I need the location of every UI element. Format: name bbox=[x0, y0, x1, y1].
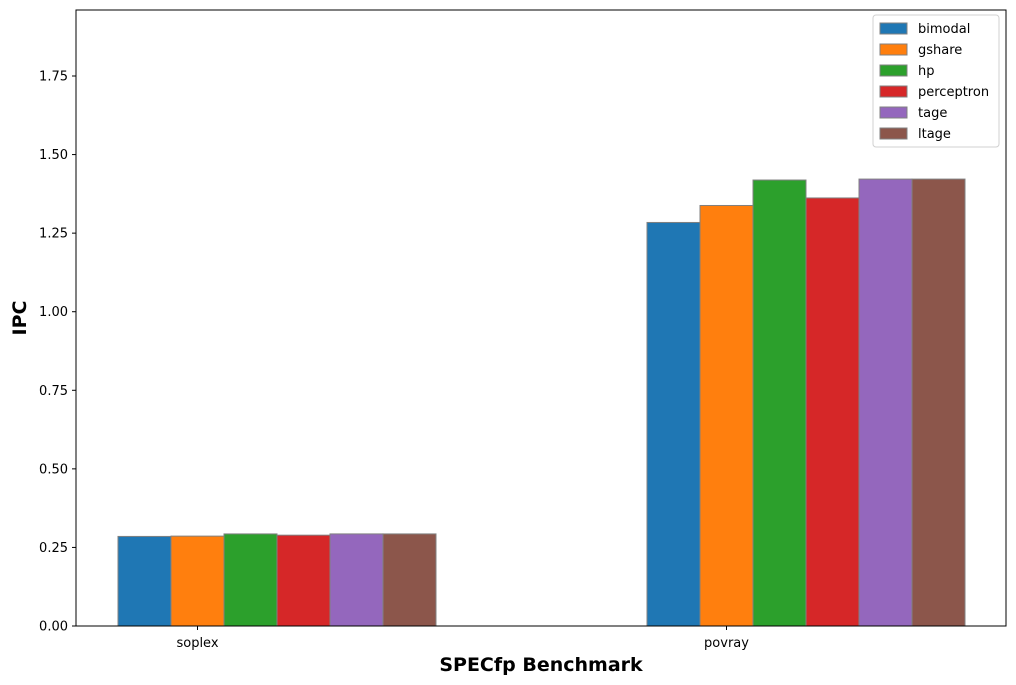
plot-frame bbox=[75, 9, 1007, 627]
y-tick-label: 1.25 bbox=[39, 227, 68, 242]
bar-povray-tage bbox=[858, 178, 913, 627]
y-axis-title: IPC bbox=[9, 301, 31, 336]
legend-swatch-perceptron bbox=[879, 85, 908, 98]
legend-swatch-hp bbox=[879, 64, 908, 77]
legend-label-bimodal: bimodal bbox=[918, 22, 970, 37]
legend-swatch-ltage bbox=[879, 127, 908, 140]
legend-label-gshare: gshare bbox=[918, 43, 962, 58]
bar-povray-bimodal bbox=[646, 221, 701, 627]
x-tick-label: soplex bbox=[176, 636, 218, 651]
bar-povray-gshare bbox=[699, 204, 754, 627]
y-tick-label: 1.00 bbox=[39, 305, 68, 320]
bar-soplex-perceptron bbox=[276, 534, 331, 627]
y-tick-label: 1.50 bbox=[39, 148, 68, 163]
bar-soplex-bimodal bbox=[117, 535, 172, 627]
bar-soplex-hp bbox=[223, 533, 278, 627]
bar-soplex-gshare bbox=[170, 535, 225, 627]
x-axis-title: SPECfp Benchmark bbox=[439, 654, 643, 676]
legend-label-ltage: ltage bbox=[918, 127, 951, 142]
y-tick-label: 0.75 bbox=[39, 384, 68, 399]
x-tick-label: povray bbox=[704, 636, 749, 651]
legend-label-hp: hp bbox=[918, 64, 935, 79]
legend: bimodal gshare hp perceptron tage ltage bbox=[872, 14, 1000, 148]
y-tick-label: 1.75 bbox=[39, 70, 68, 85]
y-tick-label: 0.50 bbox=[39, 462, 68, 477]
legend-swatch-gshare bbox=[879, 43, 908, 56]
bar-soplex-tage bbox=[329, 533, 384, 627]
legend-label-perceptron: perceptron bbox=[918, 85, 989, 100]
y-tick-label: 0.25 bbox=[39, 541, 68, 556]
y-axis: 0.00 0.25 0.50 0.75 1.00 1.25 1.50 1.75 bbox=[39, 70, 76, 635]
bar-povray-hp bbox=[752, 179, 807, 627]
x-axis: soplex povray bbox=[176, 626, 749, 651]
y-tick-label: 0.00 bbox=[39, 620, 68, 635]
bar-povray-ltage bbox=[911, 178, 966, 627]
legend-swatch-tage bbox=[879, 106, 908, 119]
bar-povray-perceptron bbox=[805, 197, 860, 627]
bar-soplex-ltage bbox=[382, 533, 437, 627]
legend-swatch-bimodal bbox=[879, 22, 908, 35]
legend-label-tage: tage bbox=[918, 106, 947, 121]
bars-group bbox=[117, 178, 966, 627]
